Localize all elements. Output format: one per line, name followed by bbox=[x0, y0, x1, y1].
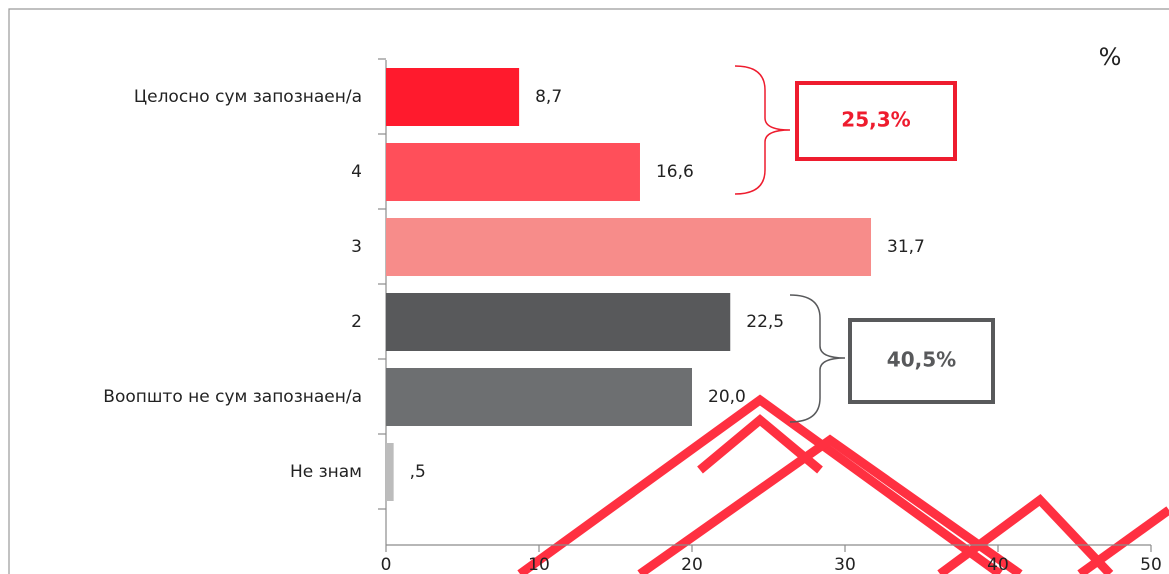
x-tick-label: 10 bbox=[528, 555, 550, 574]
watermark bbox=[517, 394, 1169, 574]
bar bbox=[386, 368, 692, 426]
bar bbox=[386, 68, 520, 126]
category-label: 4 bbox=[351, 162, 362, 182]
category-label: Целосно сум запознаен/а bbox=[134, 87, 362, 107]
x-tick-label: 50 bbox=[1140, 555, 1162, 574]
annotation: 40,5% bbox=[887, 348, 956, 372]
annotation-box bbox=[848, 318, 995, 404]
category-label: Не знам bbox=[290, 462, 362, 482]
value-label: 22,5 bbox=[746, 312, 784, 332]
frame bbox=[8, 8, 1169, 574]
unit-label: % bbox=[1099, 43, 1122, 71]
x-tick-label: 20 bbox=[681, 555, 703, 574]
x-tick-label: 0 bbox=[381, 555, 392, 574]
bar bbox=[386, 443, 394, 501]
category-label: 3 bbox=[351, 237, 362, 257]
annotation: 25,3% bbox=[841, 108, 910, 132]
bar bbox=[386, 218, 872, 276]
bar bbox=[386, 293, 731, 351]
value-label: 20,0 bbox=[708, 387, 746, 407]
annotation-box bbox=[795, 81, 957, 161]
x-tick-label: 30 bbox=[834, 555, 856, 574]
value-label: ,5 bbox=[410, 462, 426, 482]
category-label: Воопшто не сум запознаен/а bbox=[103, 387, 362, 407]
category-label: 2 bbox=[351, 312, 362, 332]
value-label: 8,7 bbox=[535, 87, 562, 107]
value-label: 31,7 bbox=[887, 237, 925, 257]
bracket bbox=[789, 294, 846, 423]
bracket bbox=[734, 65, 791, 195]
x-tick-label: 40 bbox=[987, 555, 1009, 574]
value-label: 16,6 bbox=[656, 162, 694, 182]
bar bbox=[386, 143, 640, 201]
